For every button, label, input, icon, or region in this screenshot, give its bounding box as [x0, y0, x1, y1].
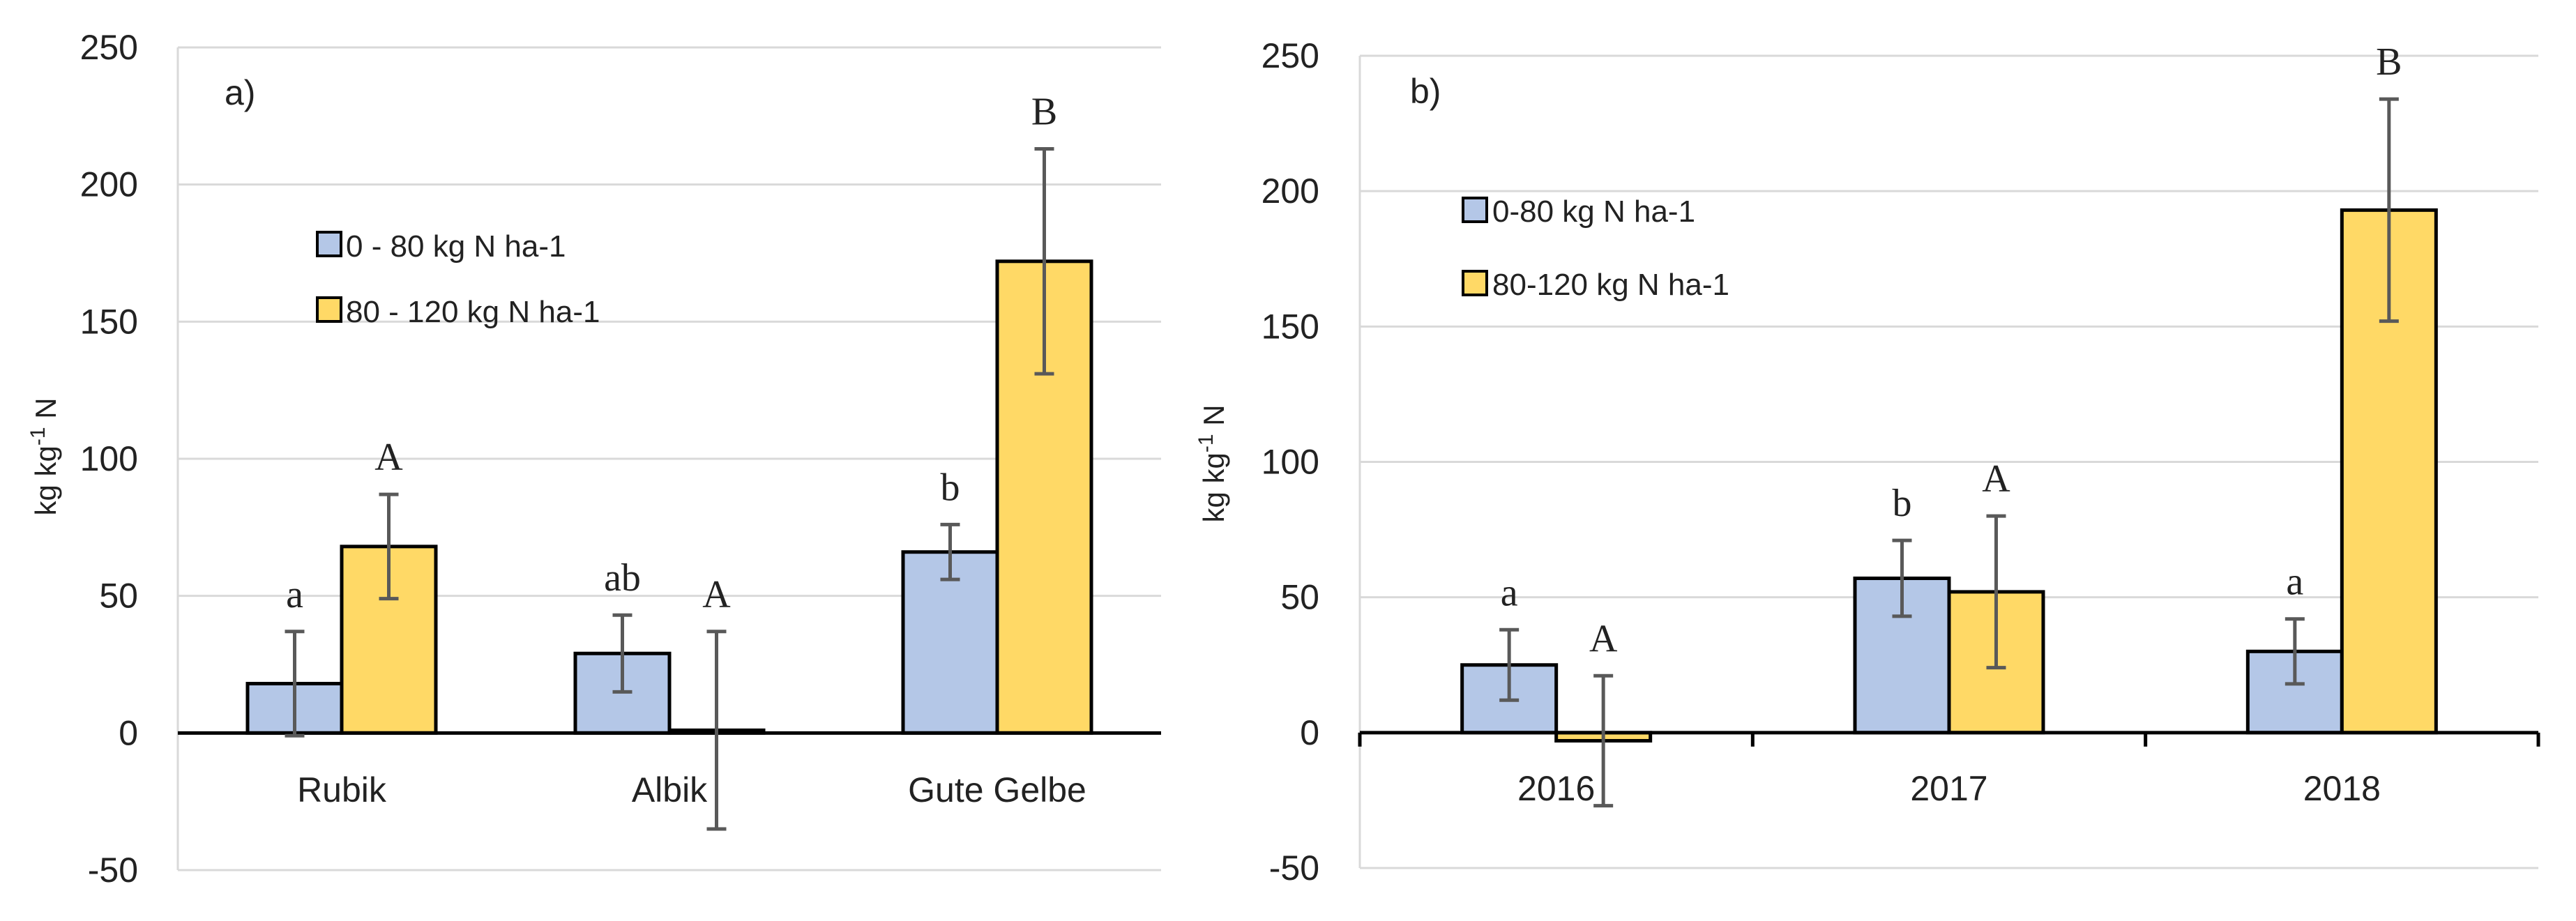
x-category-label: Gute Gelbe: [908, 770, 1086, 809]
significance-label: A: [702, 573, 731, 616]
y-tick-label: 150: [80, 302, 138, 341]
chart-panel-2: -50 0 50 100 150 200 250 a b a A A B 2016 2017 2018 kg k…: [1195, 36, 2540, 888]
error-bar: [1034, 147, 1054, 376]
error-bar: [1499, 627, 1520, 702]
significance-label: A: [1982, 457, 2010, 501]
panel-label: a): [225, 73, 255, 112]
legend-item: 0-80 kg N ha-1: [1462, 195, 1695, 229]
y-tick-label: 0: [119, 713, 138, 752]
y-tick-label: 150: [1262, 307, 1319, 346]
significance-label: A: [1589, 617, 1618, 660]
y-tick-label: 100: [1262, 443, 1319, 482]
significance-label: b: [941, 466, 960, 509]
error-bar: [1986, 514, 2006, 670]
significance-label: a: [286, 573, 303, 616]
legend-swatch: [1462, 197, 1488, 223]
legend-swatch: [1462, 270, 1488, 296]
error-bar: [379, 492, 399, 601]
significance-label: B: [2376, 40, 2402, 84]
error-bar: [706, 630, 727, 831]
y-tick-label: 200: [1262, 172, 1319, 211]
legend-swatch: [316, 296, 342, 323]
x-category-label: 2016: [1517, 769, 1595, 808]
legend-item: 80 - 120 kg N ha-1: [316, 295, 600, 329]
error-bar: [2285, 617, 2305, 686]
legend-label: 0-80 kg N ha-1: [1492, 195, 1695, 229]
error-bar: [612, 613, 632, 694]
legend-label: 80-120 kg N ha-1: [1492, 268, 1729, 302]
y-tick-label: 50: [99, 577, 138, 616]
y-tick-label: 250: [1262, 36, 1319, 75]
legend-label: 0 - 80 kg N ha-1: [346, 229, 566, 264]
y-tick-label: -50: [88, 851, 138, 890]
x-category-label: Rubik: [297, 770, 387, 809]
y-axis-label: kg kg-1 N: [1195, 404, 1231, 522]
bar-gute-gelbe-series-1: [901, 550, 999, 735]
x-category-label: 2017: [1910, 769, 1987, 808]
significance-label: b: [1893, 482, 1912, 525]
error-bar: [940, 522, 960, 581]
y-tick-label: -50: [1269, 848, 1319, 888]
x-category-label: Albik: [632, 770, 708, 809]
significance-label: a: [2286, 561, 2303, 604]
y-axis-label: kg kg-1 N: [26, 397, 63, 515]
error-bar: [1593, 673, 1614, 808]
x-category-label: 2018: [2303, 769, 2381, 808]
y-tick-label: 200: [80, 165, 138, 204]
significance-label: A: [374, 436, 403, 479]
y-tick-label: 100: [80, 439, 138, 478]
y-tick-label: 50: [1280, 578, 1319, 617]
y-tick-label: 0: [1300, 713, 1319, 752]
chart-panel-1: -50 0 50 100 150 200 250 a ab b A A B Rubik Albik Gute …: [26, 28, 1161, 890]
error-bar: [2379, 97, 2399, 324]
legend-item: 80-120 kg N ha-1: [1462, 268, 1729, 302]
error-bar: [285, 630, 305, 738]
significance-label: B: [1031, 91, 1057, 134]
legend-swatch: [316, 231, 342, 257]
error-bar: [1892, 538, 1912, 618]
legend-label: 80 - 120 kg N ha-1: [346, 295, 600, 329]
panel-label: b): [1410, 72, 1441, 111]
significance-label: ab: [604, 556, 641, 600]
y-tick-label: 250: [80, 28, 138, 67]
significance-label: a: [1501, 571, 1518, 614]
legend-item: 0 - 80 kg N ha-1: [316, 229, 566, 264]
